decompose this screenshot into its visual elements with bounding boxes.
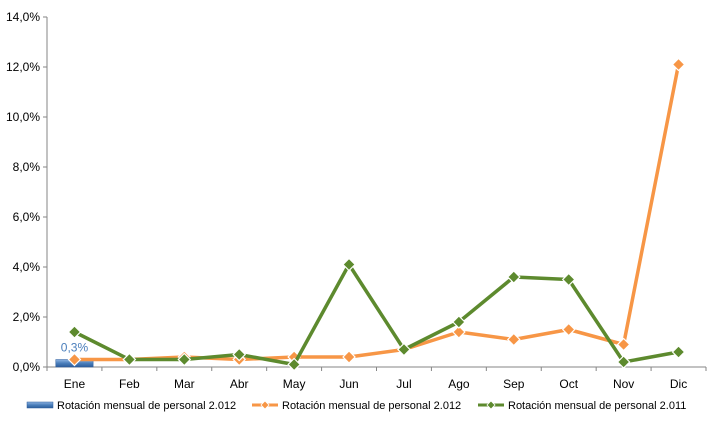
series-line — [74, 64, 681, 362]
y-tick-label: 4,0% — [13, 260, 41, 274]
series-marker — [616, 355, 631, 369]
series-marker — [506, 332, 521, 347]
x-tick-label: Jul — [396, 377, 411, 391]
data-labels: 0,3% — [61, 341, 89, 355]
y-axis-ticks: 0,0% 2,0% 4,0% 6,0% 8,0% 10,0% 12,0% 14,0% — [6, 10, 47, 374]
y-tick-label: 12,0% — [6, 60, 40, 74]
series-marker — [452, 325, 466, 339]
legend-label: Rotación mensual de personal 2.012 — [57, 400, 236, 412]
x-tick-label: Nov — [613, 377, 634, 391]
series-marker — [177, 352, 192, 367]
series-marker — [452, 315, 466, 329]
legend-marker — [260, 400, 270, 410]
x-tick-label: Ago — [448, 377, 470, 391]
x-tick-label: May — [283, 377, 306, 391]
axes — [46, 17, 706, 368]
series-marker — [67, 352, 82, 367]
x-tick-label: Jun — [339, 377, 358, 391]
bar-data-label: 0,3% — [61, 341, 89, 355]
series-marker — [671, 57, 686, 72]
legend-label: Rotación mensual de personal 2.011 — [508, 400, 686, 412]
legend: Rotación mensual de personal 2.012 Rotaci… — [26, 400, 686, 412]
x-tick-label: Abr — [230, 377, 249, 391]
series-marker — [561, 322, 576, 337]
x-axis-ticks: Ene Feb Mar Abr May Jun Jul Ago Sep Oct Nov Dic — [46, 367, 707, 391]
x-tick-label: Oct — [559, 377, 578, 391]
series-marker — [287, 357, 301, 372]
series-marker — [122, 352, 137, 367]
series-marker — [671, 345, 686, 359]
legend-label: Rotación mensual de personal 2.012 — [282, 400, 461, 412]
y-tick-label: 0,0% — [13, 360, 41, 374]
x-tick-label: Sep — [503, 377, 525, 391]
line-series — [67, 57, 686, 372]
y-tick-label: 6,0% — [13, 210, 41, 224]
y-tick-label: 14,0% — [6, 10, 40, 24]
series-marker — [342, 350, 356, 364]
series-marker — [506, 270, 521, 284]
y-tick-label: 8,0% — [13, 160, 41, 174]
series-marker — [342, 257, 356, 272]
series-marker — [232, 347, 247, 362]
series-marker — [561, 272, 576, 287]
series-line — [73, 262, 679, 367]
series-marker — [67, 325, 82, 339]
series-marker — [616, 337, 631, 352]
y-tick-label: 10,0% — [6, 110, 40, 124]
legend-swatch — [26, 401, 54, 409]
legend-marker — [486, 400, 496, 410]
series-marker — [397, 342, 411, 357]
x-tick-label: Ene — [64, 377, 86, 391]
y-tick-label: 2,0% — [13, 310, 41, 324]
x-tick-label: Feb — [119, 377, 140, 391]
x-tick-label: Mar — [174, 377, 195, 391]
x-tick-label: Dic — [670, 377, 687, 391]
